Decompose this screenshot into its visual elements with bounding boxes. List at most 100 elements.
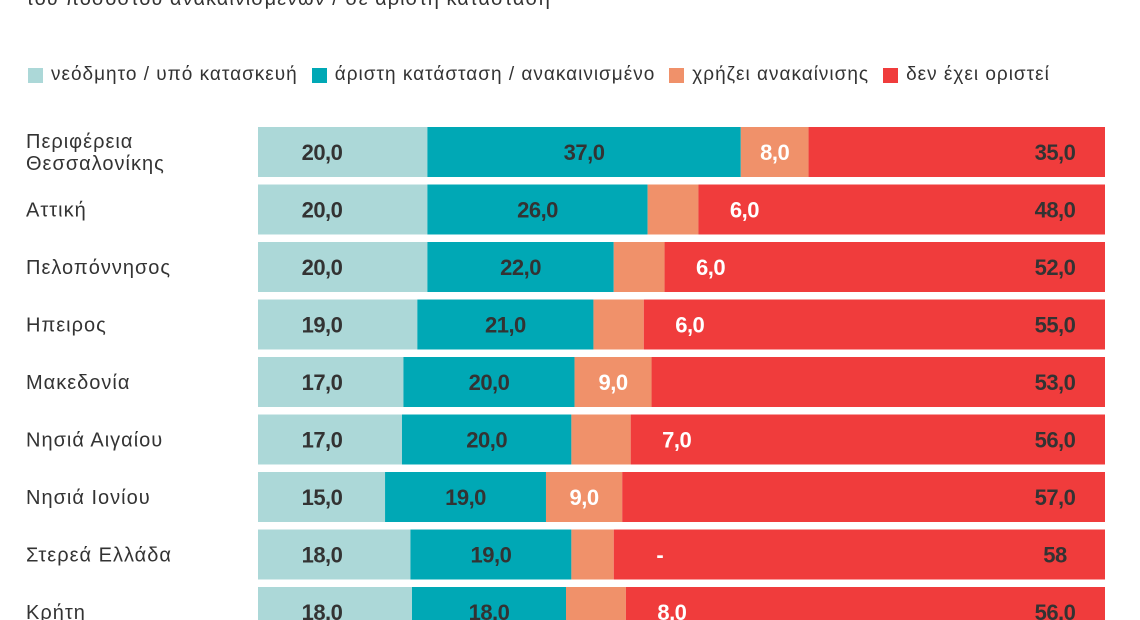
bar-segment-undefined: [625, 587, 1105, 620]
value-label-renovation: 6,0: [730, 198, 759, 223]
bar-segment-renovation: [647, 184, 699, 235]
value-label-excellent: 19,0: [445, 485, 486, 510]
bar-segment-renovation: [545, 472, 623, 522]
bar-segment-undefined: [622, 472, 1105, 522]
bar-segment-renovation: [593, 299, 644, 350]
category-label: Μακεδονία: [26, 372, 130, 394]
bar-segment-undefined: [808, 127, 1105, 177]
value-label-undefined: 57,0: [1035, 485, 1076, 510]
value-label-renovation: 8,0: [657, 600, 686, 620]
category-label: Ηπειρος: [26, 315, 107, 337]
value-label-excellent: 20,0: [466, 428, 507, 453]
value-label-renovation: 6,0: [675, 313, 704, 338]
category-label: Νησιά Αιγαίου: [26, 430, 163, 452]
value-label-excellent: 22,0: [500, 255, 541, 280]
bar-segment-new: [258, 242, 428, 292]
value-label-undefined: 53,0: [1035, 370, 1076, 395]
bar-segment-excellent: [412, 587, 566, 620]
value-label-new: 17,0: [302, 370, 343, 395]
value-label-undefined: 56,0: [1035, 600, 1076, 620]
category-label: Νησιά Ιονίου: [26, 487, 151, 509]
bar-segment-renovation: [613, 242, 665, 292]
value-label-new: 20,0: [302, 255, 343, 280]
bar-segment-new: [258, 299, 418, 350]
category-label: Στερεά Ελλάδα: [26, 545, 172, 567]
bar-segment-undefined: [630, 414, 1105, 465]
bar-segment-excellent: [403, 357, 575, 407]
value-label-renovation: 7,0: [662, 428, 691, 453]
value-label-new: 20,0: [302, 140, 343, 165]
bar-segment-new: [258, 184, 428, 235]
category-label: Κρήτη: [26, 602, 86, 620]
bar-segment-new: [258, 127, 428, 177]
category-label: Περιφέρεια Θεσσαλονίκης: [26, 131, 165, 175]
value-label-new: 18,0: [302, 543, 343, 568]
bar-segment-renovation: [566, 587, 626, 620]
category-label-line: Θεσσαλονίκης: [26, 153, 165, 175]
bar-segment-new: [258, 587, 412, 620]
value-label-renovation: -: [656, 543, 663, 568]
legend-label-excellent: άριστη κατάσταση / ανακαινισμένο: [334, 64, 656, 85]
legend-label-new: νεόδμητο / υπό κατασκευή: [51, 64, 298, 85]
category-label: Αττική: [26, 200, 87, 222]
bar-segment-renovation: [574, 357, 652, 407]
bar-segment-new: [258, 529, 411, 580]
legend-item-renovation: χρήζει ανακαίνισης: [669, 64, 869, 86]
value-label-excellent: 37,0: [564, 140, 605, 165]
value-label-excellent: 26,0: [517, 198, 558, 223]
legend-label-renovation: χρήζει ανακαίνισης: [692, 64, 870, 85]
legend-item-undefined: δεν έχει οριστεί: [883, 64, 1050, 86]
chart-subtitle: του ποσοστού ανακαινισμένων / σε άριστη …: [26, 0, 551, 11]
bar-segment-excellent: [427, 184, 648, 235]
bar-segment-undefined: [651, 357, 1105, 407]
legend-item-new: νεόδμητο / υπό κατασκευή: [28, 64, 298, 86]
legend-swatch-new: [28, 67, 43, 83]
value-label-excellent: 18,0: [469, 600, 510, 620]
value-label-new: 17,0: [302, 428, 343, 453]
bar-segment-undefined: [643, 299, 1105, 350]
category-label-line: Στερεά Ελλάδα: [26, 545, 172, 567]
value-label-undefined: 58: [1043, 543, 1067, 568]
bar-segment-new: [258, 357, 404, 407]
bar-segment-undefined: [613, 529, 1105, 580]
bar-segment-renovation: [571, 414, 631, 465]
category-label-line: Ηπειρος: [26, 315, 107, 337]
value-label-excellent: 19,0: [471, 543, 512, 568]
bar-segment-excellent: [401, 414, 572, 465]
value-label-renovation: 9,0: [599, 370, 628, 395]
value-label-new: 15,0: [302, 485, 343, 510]
category-label-line: Περιφέρεια: [26, 131, 133, 153]
category-label: Πελοπόννησος: [26, 257, 171, 279]
bar-segment-undefined: [664, 242, 1105, 292]
legend-swatch-renovation: [669, 67, 685, 83]
value-label-undefined: 55,0: [1035, 313, 1076, 338]
bar-segment-excellent: [417, 299, 594, 350]
bar-segment-renovation: [571, 529, 614, 580]
value-label-excellent: 21,0: [485, 313, 526, 338]
legend: νεόδμητο / υπό κατασκευή άριστη κατάσταση…: [28, 64, 1064, 86]
bar-segment-new: [258, 472, 386, 522]
value-label-renovation: 8,0: [760, 140, 789, 165]
category-label-line: Πελοπόννησος: [26, 257, 171, 279]
value-label-undefined: 56,0: [1035, 428, 1076, 453]
legend-item-excellent: άριστη κατάσταση / ανακαινισμένο: [311, 64, 656, 86]
bar-segment-excellent: [427, 127, 741, 177]
value-label-new: 18,0: [302, 600, 343, 620]
bar-segment-excellent: [427, 242, 614, 292]
legend-swatch-undefined: [883, 67, 899, 83]
value-label-new: 19,0: [302, 313, 343, 338]
value-label-renovation: 9,0: [570, 485, 599, 510]
bar-segment-renovation: [740, 127, 809, 177]
bar-segment-excellent: [385, 472, 546, 522]
bar-segment-undefined: [698, 184, 1105, 235]
value-label-renovation: 6,0: [696, 255, 725, 280]
category-label-line: Αττική: [26, 200, 87, 222]
bar-segment-new: [258, 414, 402, 465]
category-label-line: Κρήτη: [26, 602, 86, 620]
value-label-new: 20,0: [302, 198, 343, 223]
legend-label-undefined: δεν έχει οριστεί: [906, 64, 1050, 85]
category-label-line: Νησιά Ιονίου: [26, 487, 151, 509]
bar-segment-excellent: [410, 529, 572, 580]
category-label-line: Νησιά Αιγαίου: [26, 430, 163, 452]
